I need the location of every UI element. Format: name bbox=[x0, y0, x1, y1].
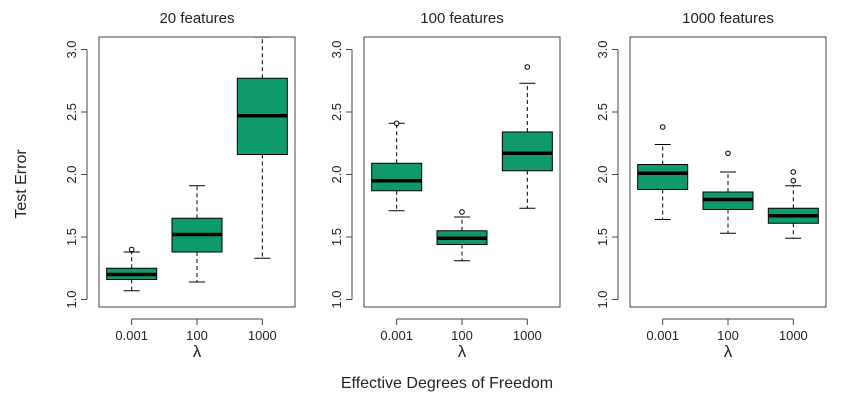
boxes bbox=[371, 64, 553, 262]
outlier-point bbox=[128, 246, 135, 253]
outlier-point bbox=[659, 124, 666, 130]
panel-3: 1000 features 1.0 1.5 2.0 2.5 3.0 0.001 100 1000… bbox=[595, 10, 827, 361]
outlier-point bbox=[459, 209, 465, 215]
figure-ylabel: Test Error bbox=[13, 149, 30, 219]
x-tick-label: 1000 bbox=[248, 328, 277, 343]
panel-2: 100 features 1.0 1.5 2.0 2.5 3.0 0.001 100 1000 λ bbox=[329, 10, 561, 361]
box-1000 bbox=[501, 64, 553, 209]
y-tick-label: 2.5 bbox=[329, 103, 344, 121]
y-tick-label: 3.0 bbox=[595, 40, 610, 58]
x-tick-label: 1000 bbox=[513, 328, 542, 343]
box-iqr bbox=[371, 162, 423, 192]
y-tick-label: 1.0 bbox=[595, 290, 610, 308]
panel-title: 100 features bbox=[420, 10, 503, 27]
plot-frame bbox=[629, 36, 827, 308]
box-0.001 bbox=[637, 124, 689, 220]
boxes bbox=[106, 37, 288, 292]
outlier-point bbox=[790, 169, 797, 175]
panel-xlabel: λ bbox=[458, 342, 467, 361]
y-tick-label: 3.0 bbox=[64, 40, 79, 58]
outlier-point bbox=[790, 177, 797, 184]
y-tick-label: 2.0 bbox=[595, 165, 610, 183]
outlier-point bbox=[725, 150, 731, 157]
y-tick-label: 2.5 bbox=[595, 103, 610, 121]
y-tick-label: 1.5 bbox=[64, 228, 79, 246]
panel-xlabel: λ bbox=[724, 342, 733, 361]
y-tick-label: 2.5 bbox=[64, 103, 79, 121]
box-100 bbox=[702, 150, 754, 234]
x-tick-label: 100 bbox=[717, 328, 739, 343]
plot-frame bbox=[363, 36, 561, 308]
box-0.001 bbox=[106, 246, 158, 292]
y-tick-label: 2.0 bbox=[64, 165, 79, 183]
x-tick-label: 100 bbox=[186, 328, 208, 343]
x-tick-label: 0.001 bbox=[115, 328, 148, 343]
y-tick-label: 2.0 bbox=[329, 165, 344, 183]
panel-xlabel: λ bbox=[193, 342, 202, 361]
x-tick-label: 1000 bbox=[779, 328, 808, 343]
box-1000 bbox=[236, 37, 288, 259]
x-tick-label: 100 bbox=[451, 328, 473, 343]
outlier-point bbox=[524, 64, 531, 70]
box-iqr bbox=[501, 131, 553, 172]
x-tick-label: 0.001 bbox=[646, 328, 679, 343]
y-tick-label: 1.5 bbox=[595, 228, 610, 246]
boxes bbox=[637, 124, 819, 239]
box-1000 bbox=[767, 169, 819, 239]
outlier-point bbox=[393, 120, 400, 127]
box-0.001 bbox=[371, 120, 423, 212]
y-tick-label: 1.0 bbox=[329, 290, 344, 308]
panel-title: 1000 features bbox=[682, 10, 774, 27]
y-tick-label: 3.0 bbox=[329, 40, 344, 58]
y-tick-label: 1.0 bbox=[64, 290, 79, 308]
figure-xlabel: Effective Degrees of Freedom bbox=[341, 375, 553, 392]
box-100 bbox=[436, 209, 488, 262]
box-iqr bbox=[637, 164, 689, 190]
x-tick-label: 0.001 bbox=[380, 328, 413, 343]
box-100 bbox=[171, 185, 223, 283]
y-tick-label: 1.5 bbox=[329, 228, 344, 246]
panel-1: 20 features 1.0 1.5 2.0 2.5 3.0 0.001 100 1000 λ bbox=[64, 10, 296, 361]
plot-frame bbox=[98, 36, 296, 308]
panel-title: 20 features bbox=[159, 10, 234, 27]
